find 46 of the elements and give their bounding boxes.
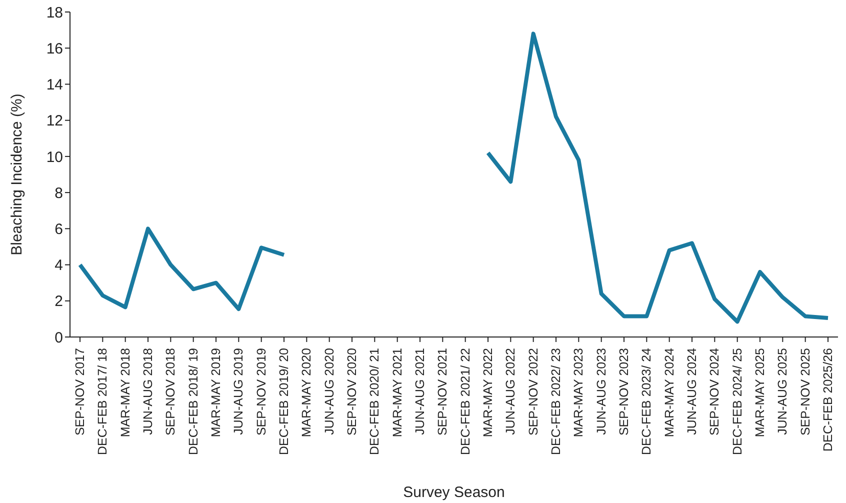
- y-tick-label: 4: [54, 257, 63, 274]
- x-tick-label: DEC-FEB 2017/ 18: [96, 348, 110, 455]
- x-tick-label: JUN-AUG 2022: [504, 348, 518, 435]
- x-tick-label: MAR-MAY 2025: [753, 348, 767, 438]
- y-tick-label: 16: [46, 40, 63, 58]
- x-tick-label: DEC-FEB 2018/ 19: [186, 348, 200, 455]
- y-axis-title: Bleaching Incidence (%): [8, 94, 26, 256]
- y-tick-label: 8: [54, 184, 63, 202]
- x-tick-label: SEP-NOV 2020: [345, 348, 359, 436]
- x-tick-label: MAR-MAY 2018: [118, 348, 132, 438]
- x-tick-label: SEP-NOV 2018: [164, 348, 178, 436]
- x-tick-label: DEC-FEB 2020/ 21: [368, 348, 382, 455]
- x-tick-label: JUN-AUG 2024: [685, 348, 699, 435]
- x-tick-label: SEP-NOV 2017: [73, 348, 87, 436]
- x-tick-label: MAR-MAY 2021: [390, 348, 404, 438]
- x-tick-label: MAR-MAY 2023: [572, 348, 586, 438]
- x-axis-title: Survey Season: [403, 484, 505, 501]
- x-tick-label: SEP-NOV 2025: [798, 348, 812, 436]
- x-tick-label: MAR-MAY 2024: [662, 348, 676, 438]
- x-tick-label: SEP-NOV 2022: [526, 348, 540, 436]
- x-tick-label: SEP-NOV 2019: [254, 348, 268, 436]
- y-tick-label: 18: [46, 4, 63, 22]
- x-tick-label: JUN-AUG 2019: [232, 348, 246, 435]
- y-tick-label: 10: [46, 148, 63, 166]
- y-tick-label: 2: [54, 293, 63, 310]
- x-tick-label: JUN-AUG 2020: [322, 348, 336, 435]
- x-tick-label: DEC-FEB 2024/ 25: [730, 348, 744, 455]
- x-tick-label: SEP-NOV 2021: [436, 348, 450, 436]
- x-tick-label: JUN-AUG 2023: [594, 348, 608, 435]
- x-tick-label: DEC-FEB 2023/ 24: [640, 348, 654, 455]
- y-tick-label: 6: [54, 220, 63, 238]
- y-tick-label: 12: [46, 112, 63, 130]
- x-tick-label: JUN-AUG 2025: [776, 348, 790, 435]
- x-tick-label: JUN-AUG 2018: [141, 348, 155, 435]
- x-tick-label: MAR-MAY 2019: [209, 348, 223, 438]
- x-tick-label: DEC-FEB 2022/ 23: [549, 348, 563, 455]
- x-tick-label: MAR-MAY 2020: [300, 348, 314, 438]
- x-tick-label: SEP-NOV 2024: [708, 348, 722, 436]
- x-tick-label: MAR-MAY 2022: [481, 348, 495, 438]
- x-tick-label: DEC-FEB 2025/26: [821, 348, 835, 452]
- x-tick-label: JUN-AUG 2021: [413, 348, 427, 435]
- y-tick-label: 0: [54, 329, 63, 346]
- x-tick-label: DEC-FEB 2021/ 22: [458, 348, 472, 455]
- x-tick-label: SEP-NOV 2023: [617, 348, 631, 436]
- y-tick-label: 14: [46, 76, 63, 94]
- x-tick-label: DEC-FEB 2019/ 20: [277, 348, 291, 455]
